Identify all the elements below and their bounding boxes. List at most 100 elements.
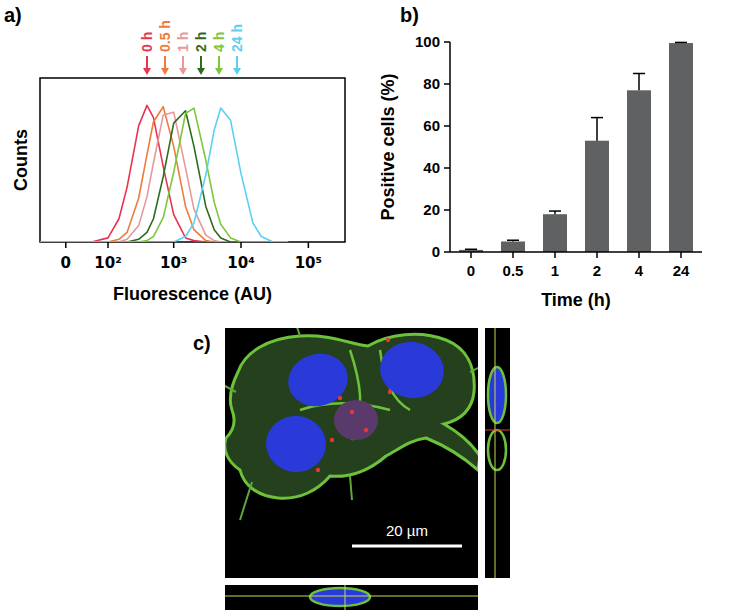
legend-label: 2 h [193,32,209,52]
scale-bar-label: 20 µm [386,522,428,539]
legend-arrowhead [179,68,187,75]
nucleus [334,400,378,440]
histogram-line [40,105,288,242]
legend-label: 4 h [211,32,227,52]
error-bar [675,42,687,44]
y-tick [444,125,450,127]
y-axis-title: Counts [11,129,31,191]
y-tick [444,167,450,169]
x-tick-label: 1 [551,262,559,279]
x-tick-label: 10² [94,254,121,272]
x-tick [470,252,472,258]
legend-arrow [218,56,220,70]
side-view-cell [488,430,506,470]
x-tick [65,242,67,248]
y-tick [444,83,450,85]
plot-frame [40,78,345,242]
particle [350,410,354,414]
nucleus [282,347,353,413]
legend-arrow [200,56,202,70]
y-axis [449,42,451,252]
y-tick-label: 0 [432,243,440,260]
x-tick-label: 4 [635,262,644,279]
x-tick [680,252,682,258]
histogram-line [40,108,288,242]
x-axis-title: Time (h) [541,290,611,310]
histogram-line [40,112,288,242]
legend-label: 1 h [175,32,191,52]
y-tick [444,41,450,43]
error-bar [591,118,603,141]
bar [669,43,693,252]
legend-arrow [182,56,184,70]
error-cap [633,73,645,75]
x-tick [554,252,556,258]
legend-arrowhead [197,68,205,75]
particle [388,390,392,394]
cells [225,328,478,520]
error-cap [549,210,561,212]
y-tick [444,209,450,211]
legend-arrowhead [143,68,151,75]
panel-label: a) [4,4,22,26]
error-bar [507,240,519,241]
x-tick-label: 2 [593,262,601,279]
particle [330,438,334,442]
scale-bar [352,545,462,548]
cell-process [225,328,478,520]
y-axis-title: Positive cells (%) [378,73,398,220]
x-tick-label: 10³ [160,254,187,272]
panel-a: a)010²10³10⁴10⁵Fluorescence (AU)Counts0 … [4,4,345,304]
panel-label: b) [400,4,419,26]
x-tick-label: 0.5 [503,262,524,279]
particle [338,396,342,400]
panel-c: c) 20 µm [193,318,510,610]
histogram-line [40,107,288,242]
cell-membrane [225,334,478,498]
x-tick [107,242,109,248]
side-view-xz [225,585,478,610]
side-view-cell [310,588,370,606]
legend-label: 0.5 h [157,20,173,52]
error-cap [465,249,477,251]
x-tick [173,242,175,248]
legend-arrow [236,56,238,70]
y-tick-label: 60 [423,117,440,134]
x-tick-label: 10⁵ [295,254,322,272]
x-tick [308,242,310,248]
legend-arrowhead [233,68,241,75]
histogram-line [40,111,288,242]
x-axis [450,251,702,253]
error-cap [591,117,603,119]
error-whisker [596,118,598,141]
legend-arrow [164,56,166,70]
y-tick-label: 100 [415,33,440,50]
x-tick [596,252,598,258]
legend-arrow [146,56,148,70]
x-tick [240,242,242,248]
legend-arrowhead [215,68,223,75]
panel-b: b)02040608010000.512424Time (h)Positive … [378,4,702,310]
legend: 0 h0.5 h1 h2 h4 h24 h [139,20,245,75]
bars [459,42,693,252]
histogram-line [40,108,288,242]
figure: a)010²10³10⁴10⁵Fluorescence (AU)Counts0 … [0,0,744,613]
legend-arrowhead [161,68,169,75]
error-whisker [638,74,640,91]
error-cap [675,42,687,44]
bar [585,141,609,252]
error-bar [549,211,561,214]
crosshair [495,328,496,578]
y-tick-label: 40 [423,159,440,176]
particle [316,468,320,472]
bar [627,90,651,252]
error-bar [633,74,645,91]
side-view-cell [488,367,506,423]
legend-label: 0 h [139,32,155,52]
panel-label: c) [193,332,211,354]
y-tick [444,251,450,253]
bar [543,214,567,252]
error-cap [507,239,519,241]
y-tick-label: 20 [423,201,440,218]
background [0,0,744,613]
